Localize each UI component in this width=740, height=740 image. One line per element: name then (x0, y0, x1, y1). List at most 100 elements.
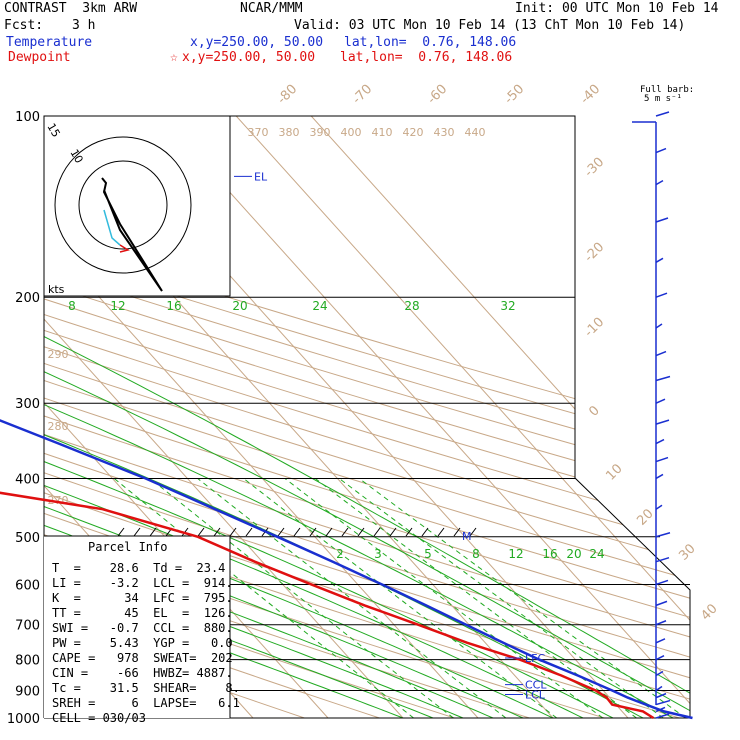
hodograph-trace (101, 177, 163, 292)
isotherm-label: -60 (425, 82, 451, 108)
parcel-row: Tc = 31.5 SHEAR= 8. (52, 681, 240, 695)
parcel-row: T = 28.6 Td = 23.4 (52, 561, 226, 575)
pressure-tick-label: 500 (15, 531, 40, 546)
wind-barb (655, 398, 666, 404)
theta-label: 420 (403, 126, 424, 139)
wind-barb (655, 620, 667, 626)
pressure-tick-label: 600 (15, 578, 40, 593)
wind-barb (655, 692, 667, 699)
wind-barb (655, 685, 663, 692)
valid-time: Valid: 03 UTC Mon 10 Feb 14 (13 ChT Mon … (294, 18, 686, 33)
hodograph-ring (54, 136, 192, 274)
dry-adiabat-line (44, 116, 690, 718)
isotherm-label: -20 (582, 240, 608, 266)
mixing-ratio-line (197, 478, 507, 718)
wind-barb (655, 556, 670, 563)
dry-adiabat-line (44, 116, 690, 718)
freezing-tick (213, 527, 221, 537)
isotherm-line (310, 116, 690, 718)
isotherm-label: 10 (603, 461, 625, 483)
dry-adiabat-line (44, 116, 690, 718)
parcel-info-title: Parcel Info (88, 540, 168, 554)
wind-barb (655, 504, 663, 510)
hodograph-ring (78, 160, 168, 250)
isotherm-line (44, 116, 404, 718)
freezing-tick (133, 527, 141, 537)
parcel-row: SWI = -0.7 CCL = 880. (52, 621, 233, 635)
freezing-tick (405, 527, 413, 537)
mixing-ratio-line (243, 478, 558, 718)
mixing-ratio-label: 3 (374, 547, 382, 561)
pressure-tick-label: 400 (15, 472, 40, 487)
theta-label: 280 (48, 420, 69, 433)
parcel-box-bg (44, 536, 230, 718)
wind-barb (655, 375, 671, 382)
wind-barb (655, 713, 670, 719)
parcel-row: K = 34 LFC = 795. (52, 591, 233, 605)
org-title: NCAR/MMM (240, 1, 303, 16)
wind-barb (655, 579, 669, 586)
wind-barb (655, 456, 669, 463)
wind-barb (655, 473, 664, 480)
freezing-tick (357, 527, 365, 537)
theta-label: 390 (310, 126, 331, 139)
parcel-row: LI = -3.2 LCL = 914. (52, 576, 233, 590)
freezing-tick (293, 527, 301, 537)
wind-barb (655, 638, 666, 644)
dry-adiabat-line (44, 116, 690, 718)
isotherm-label: 30 (676, 541, 698, 563)
dry-adiabat-line (44, 116, 690, 718)
dry-adiabat-line (44, 116, 690, 718)
legend-temperature-label: Temperature (6, 35, 93, 50)
pressure-tick-label: 700 (15, 619, 40, 634)
legend-dewpoint-latlon: lat,lon= 0.76, 148.06 (340, 50, 513, 65)
wind-barb (655, 600, 668, 607)
isotherm-label: -10 (582, 315, 608, 341)
theta-label: 410 (372, 126, 393, 139)
mixing-ratio-label: 20 (232, 299, 247, 313)
dry-adiabat-line (44, 116, 690, 718)
level-marker-label: LFC (525, 652, 545, 665)
fcst-value: 3 h (72, 18, 96, 33)
mixing-ratio-label: 32 (500, 299, 515, 313)
wind-barb (655, 217, 669, 223)
legend-star-icon: ☆ (170, 50, 178, 65)
parcel-row: CAPE = 978 SWEAT= 202 (52, 651, 233, 665)
freezing-tick (245, 527, 253, 537)
wind-barb (655, 111, 670, 117)
theta-label: 430 (434, 126, 455, 139)
hodograph-box (43, 115, 231, 297)
mixing-ratio-label: 8 (472, 547, 480, 561)
melting-level-marker: M (462, 530, 472, 543)
wind-barb (655, 292, 668, 298)
wind-note-line2: 5 m s⁻¹ (644, 94, 682, 104)
dry-adiabat-line (44, 116, 690, 718)
wind-barb (655, 419, 670, 425)
dry-adiabat-line (44, 116, 690, 718)
legend-dewpoint-label: Dewpoint (8, 50, 71, 65)
pressure-tick-label: 100 (15, 110, 40, 125)
freezing-tick (373, 527, 381, 537)
parcel-row: CELL = 030/03 (52, 711, 146, 725)
mixing-ratio-label: 2 (336, 547, 344, 561)
parcel-row: SREH = 6 LAPSE= 6.1 (52, 696, 240, 710)
pressure-tick-label: 800 (15, 654, 40, 669)
isotherm-line (235, 116, 690, 718)
parcel-row: CIN = -66 HWBZ= 4887. (52, 666, 233, 680)
theta-label: 440 (465, 126, 486, 139)
wind-barb (655, 532, 671, 538)
isotherm-label: 40 (698, 601, 720, 623)
hodograph-trace-sfc (119, 244, 130, 253)
hodograph-ring-label: 15 (44, 121, 62, 140)
hodograph-trace-low (103, 209, 121, 246)
theta-label: 290 (48, 348, 69, 361)
mixing-ratio-label: 8 (68, 299, 76, 313)
hodograph-units: kts (48, 283, 65, 296)
mixing-ratio-label: 16 (166, 299, 181, 313)
wind-barb (655, 654, 665, 661)
legend-temperature-latlon: lat,lon= 0.76, 148.06 (344, 35, 517, 50)
mixing-ratio-label: 12 (508, 547, 523, 561)
freezing-tick (469, 527, 477, 537)
pressure-tick-label: 300 (15, 397, 40, 412)
dry-adiabat-line (44, 116, 690, 718)
